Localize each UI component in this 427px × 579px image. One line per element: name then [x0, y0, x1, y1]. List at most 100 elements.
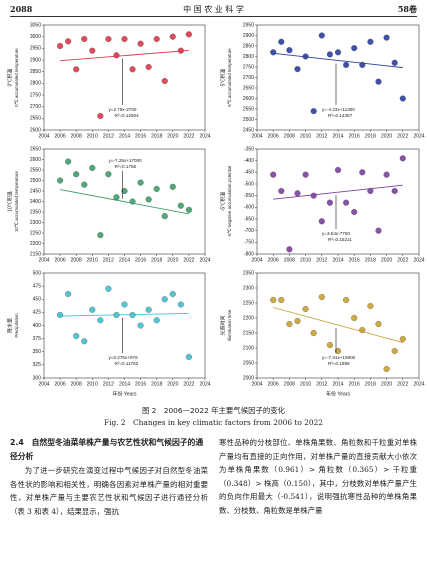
y-tick-label: 2350	[243, 270, 254, 276]
x-tick-label: 2016	[349, 381, 360, 387]
data-point	[286, 320, 293, 328]
volume: 58卷	[397, 4, 417, 14]
y-axis-label: Illumination time	[227, 309, 232, 341]
y-tick-label: 325	[33, 362, 42, 368]
x-tick-label: 2018	[365, 133, 376, 139]
data-point	[113, 194, 120, 201]
x-tick-label: 2024	[199, 381, 210, 387]
data-point	[89, 47, 96, 54]
data-point	[302, 171, 309, 178]
y-tick-label: -700	[244, 228, 254, 234]
x-tick-label: 2012	[316, 257, 327, 263]
y-axis-label: 10℃积温	[6, 191, 13, 212]
data-point	[65, 38, 72, 45]
data-point	[73, 66, 80, 73]
x-tick-label: 2020	[167, 257, 178, 263]
data-point	[73, 332, 80, 340]
y-tick-label: 2950	[243, 22, 254, 28]
caption-cn: 图 2 2006—2022 年主要气候因子的变化	[141, 406, 286, 415]
trend-line	[60, 49, 189, 62]
x-tick-label: 2020	[381, 257, 392, 263]
data-point	[81, 338, 88, 345]
y-tick-label: -550	[244, 193, 254, 199]
x-tick-label: 2016	[349, 257, 360, 263]
data-point	[57, 177, 64, 184]
x-tick-label: 2008	[284, 133, 295, 139]
y-tick-label: 2600	[30, 157, 41, 163]
y-axis-label: 5℃ accumulated temperature	[227, 48, 232, 107]
x-tick-label: 2014	[332, 257, 343, 263]
y-tick-label: 2500	[30, 178, 41, 184]
x-tick-label: 2004	[38, 257, 49, 263]
data-point	[161, 296, 168, 303]
x-tick-label: 2022	[397, 133, 408, 139]
data-point	[145, 196, 152, 203]
data-point	[97, 232, 104, 239]
x-tick-label: 2004	[251, 133, 262, 139]
x-tick-label: 2022	[397, 381, 408, 387]
data-point	[137, 322, 144, 329]
y-tick-label: 2950	[30, 46, 41, 52]
y-tick-label: -750	[244, 240, 254, 246]
data-point	[359, 61, 366, 68]
x-axis-label: 年份 Years	[113, 390, 137, 397]
data-point	[177, 202, 184, 209]
data-point	[121, 301, 128, 308]
x-tick-label: 2004	[38, 381, 49, 387]
y-tick-label: 3000	[30, 34, 41, 40]
y-axis-label: 光照时间	[219, 315, 226, 335]
y-tick-label: 2900	[30, 57, 41, 63]
y-tick-label: 2350	[30, 209, 41, 215]
data-point	[145, 63, 152, 71]
x-tick-label: 2010	[87, 257, 98, 263]
y-tick-label: -350	[244, 146, 254, 152]
y-tick-label: 400	[33, 323, 42, 329]
y-tick-label: 2700	[243, 75, 254, 81]
y-tick-label: 425	[33, 310, 42, 316]
chart: -800 -750 -700 -650 -600 -550 -500 -450 -400 -350…	[219, 146, 424, 263]
chart: 2450 2500 2550 2600 2650 2700 2750 2800 2850 2900…	[219, 22, 424, 139]
y-tick-label: -800	[244, 251, 254, 257]
data-point	[294, 66, 301, 73]
equation: y=-4.23x+11300	[322, 107, 355, 112]
data-point	[367, 302, 374, 310]
x-tick-label: 2020	[381, 381, 392, 387]
data-point	[105, 35, 112, 43]
x-tick-label: 2018	[365, 257, 376, 263]
y-tick-label: 300	[33, 375, 42, 381]
y-tick-label: 2750	[243, 64, 254, 70]
x-tick-label: 2018	[151, 257, 162, 263]
x-tick-label: 2024	[199, 133, 210, 139]
x-tick-label: 2012	[103, 257, 114, 263]
y-tick-label: 2850	[30, 69, 41, 75]
x-tick-label: 2022	[183, 257, 194, 263]
y-tick-label: 2550	[243, 106, 254, 112]
data-point	[375, 227, 382, 234]
y-tick-label: 2250	[30, 230, 41, 236]
y-tick-label: 2800	[243, 54, 254, 60]
x-tick-label: 2012	[103, 133, 114, 139]
page-number: 2088	[10, 4, 33, 14]
r-squared: R²=0.12504	[115, 113, 140, 118]
x-tick-label: 2022	[183, 133, 194, 139]
data-point	[351, 314, 358, 322]
x-tick-label: 2020	[381, 133, 392, 139]
x-tick-label: 2018	[151, 133, 162, 139]
section-heading: 2.4 自然型冬油菜单株产量与农艺性状和气候因子的通径分析	[10, 438, 204, 461]
data-point	[326, 341, 333, 349]
x-tick-label: 2004	[251, 381, 262, 387]
x-tick-label: 2004	[38, 133, 49, 139]
data-point	[302, 53, 309, 60]
y-tick-label: 2450	[30, 188, 41, 194]
data-point	[161, 77, 168, 85]
data-point	[81, 181, 88, 188]
y-axis-label: 5℃积温	[219, 69, 226, 87]
y-tick-label: 2550	[30, 167, 41, 173]
y-tick-label: 2750	[30, 92, 41, 98]
y-axis-label: -5℃ negative accumulation potential	[227, 166, 232, 238]
equation: y=0.276x+976	[109, 355, 139, 360]
y-tick-label: -650	[244, 216, 254, 222]
data-point	[113, 311, 120, 319]
y-axis-label: 0℃ accumulated temperature	[14, 48, 19, 107]
r-squared: R²=0.14357	[328, 113, 353, 118]
